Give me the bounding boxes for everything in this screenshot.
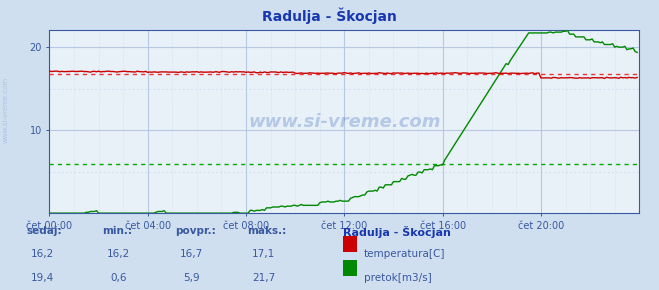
Text: temperatura[C]: temperatura[C] bbox=[364, 249, 445, 259]
Text: Radulja - Škocjan: Radulja - Škocjan bbox=[343, 226, 451, 238]
Text: www.si-vreme.com: www.si-vreme.com bbox=[248, 113, 441, 131]
Text: 19,4: 19,4 bbox=[31, 273, 55, 282]
Text: sedaj:: sedaj: bbox=[26, 226, 62, 236]
Text: www.si-vreme.com: www.si-vreme.com bbox=[2, 77, 9, 143]
Text: 16,7: 16,7 bbox=[179, 249, 203, 259]
Text: pretok[m3/s]: pretok[m3/s] bbox=[364, 273, 432, 282]
Text: maks.:: maks.: bbox=[247, 226, 287, 236]
Text: 21,7: 21,7 bbox=[252, 273, 275, 282]
Text: min.:: min.: bbox=[102, 226, 132, 236]
Text: 0,6: 0,6 bbox=[110, 273, 127, 282]
Text: 17,1: 17,1 bbox=[252, 249, 275, 259]
Text: 5,9: 5,9 bbox=[183, 273, 200, 282]
Text: Radulja - Škocjan: Radulja - Škocjan bbox=[262, 7, 397, 24]
Text: povpr.:: povpr.: bbox=[175, 226, 215, 236]
Text: 16,2: 16,2 bbox=[107, 249, 130, 259]
Text: 16,2: 16,2 bbox=[31, 249, 55, 259]
